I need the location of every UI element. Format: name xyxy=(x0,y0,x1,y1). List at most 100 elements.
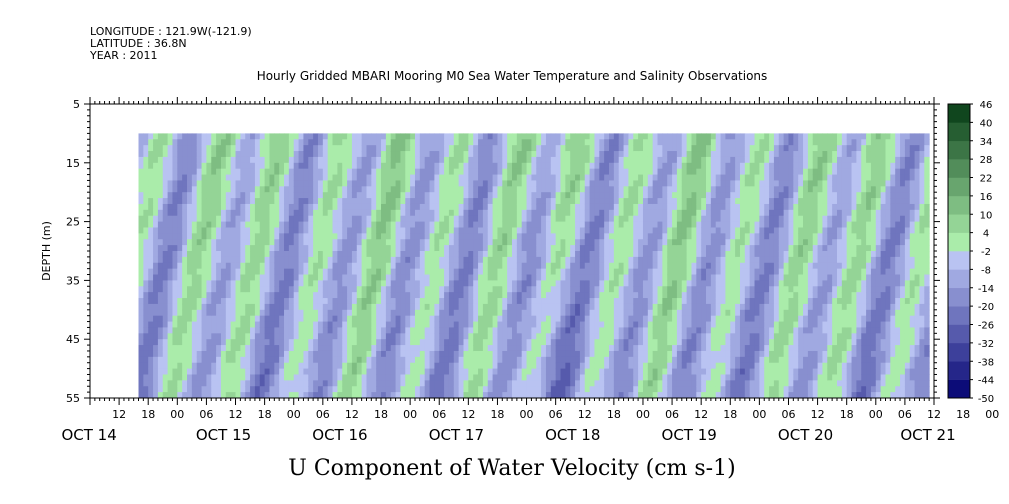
heatmap-cell xyxy=(405,333,411,340)
heatmap-cell xyxy=(216,292,222,299)
heatmap-cell xyxy=(235,303,241,311)
heatmap-cell xyxy=(177,186,183,193)
heatmap-cell xyxy=(628,221,634,228)
heatmap-cell xyxy=(657,139,663,146)
heatmap-cell xyxy=(647,186,654,193)
heatmap-cell xyxy=(395,298,401,305)
heatmap-cell xyxy=(342,356,348,364)
heatmap-cell xyxy=(327,274,334,281)
heatmap-cell xyxy=(419,215,426,223)
heatmap-cell xyxy=(633,239,639,246)
heatmap-cell xyxy=(274,209,280,217)
heatmap-cell xyxy=(570,380,576,387)
heatmap-cell xyxy=(487,233,494,240)
heatmap-cell xyxy=(337,139,343,146)
heatmap-cell xyxy=(148,350,154,358)
heatmap-cell xyxy=(405,174,411,181)
heatmap-cell xyxy=(473,392,479,399)
heatmap-cell xyxy=(536,245,542,252)
heatmap-cell xyxy=(594,203,600,211)
heatmap-cell xyxy=(623,274,629,281)
heatmap-cell xyxy=(638,268,644,276)
heatmap-cell xyxy=(521,292,528,299)
heatmap-cell xyxy=(206,192,212,199)
heatmap-cell xyxy=(361,268,367,276)
heatmap-cell xyxy=(482,368,489,375)
heatmap-cell xyxy=(555,156,562,164)
heatmap-cell xyxy=(264,256,270,264)
heatmap-cell xyxy=(575,221,581,228)
heatmap-cell xyxy=(138,239,144,246)
heatmap-cell xyxy=(187,227,193,234)
heatmap-cell xyxy=(492,215,498,223)
heatmap-cell xyxy=(439,151,445,158)
heatmap-cell xyxy=(667,245,673,252)
heatmap-cell xyxy=(366,192,372,199)
heatmap-cell xyxy=(473,209,479,217)
heatmap-cell xyxy=(148,321,154,328)
heatmap-cell xyxy=(385,221,392,228)
heatmap-cell xyxy=(579,386,586,393)
heatmap-cell xyxy=(526,245,532,252)
heatmap-cell xyxy=(381,180,387,187)
heatmap-cell xyxy=(560,356,566,364)
heatmap-cell xyxy=(206,209,212,217)
heatmap-cell xyxy=(216,233,222,240)
heatmap-cell xyxy=(419,356,426,364)
heatmap-cell xyxy=(502,274,508,281)
heatmap-cell xyxy=(657,203,663,211)
heatmap-cell xyxy=(444,174,450,181)
heatmap-cell xyxy=(172,233,178,240)
heatmap-cell xyxy=(492,292,498,299)
heatmap-cell xyxy=(623,321,629,328)
heatmap-cell xyxy=(439,333,445,340)
heatmap-cell xyxy=(424,368,431,375)
heatmap-cell xyxy=(633,192,639,199)
heatmap-cell xyxy=(609,298,615,305)
heatmap-cell xyxy=(298,303,304,311)
heatmap-cell xyxy=(211,280,217,287)
heatmap-cell xyxy=(633,339,639,346)
heatmap-cell xyxy=(376,280,382,287)
heatmap-cell xyxy=(570,233,576,240)
heatmap-cell xyxy=(162,227,169,234)
heatmap-cell xyxy=(541,298,547,305)
heatmap-cell xyxy=(579,156,586,164)
heatmap-cell xyxy=(414,350,421,358)
heatmap-cell xyxy=(570,221,576,228)
heatmap-cell xyxy=(298,139,304,146)
heatmap-cell xyxy=(492,303,498,311)
heatmap-cell xyxy=(662,180,668,187)
heatmap-cell xyxy=(153,303,159,311)
heatmap-cell xyxy=(405,292,411,299)
heatmap-cell xyxy=(288,186,295,193)
heatmap-cell xyxy=(288,362,295,370)
heatmap-cell xyxy=(507,356,513,364)
heatmap-cell xyxy=(468,180,474,187)
heatmap-cell xyxy=(628,256,634,264)
heatmap-cell xyxy=(599,327,605,334)
heatmap-cell xyxy=(575,280,581,287)
heatmap-cell xyxy=(313,333,319,340)
heatmap-cell xyxy=(269,368,275,375)
heatmap-cell xyxy=(657,239,663,246)
heatmap-cell xyxy=(497,151,503,158)
heatmap-cell xyxy=(201,345,207,352)
heatmap-cell xyxy=(609,186,615,193)
heatmap-cell xyxy=(565,327,571,334)
heatmap-cell xyxy=(439,180,445,187)
heatmap-cell xyxy=(274,162,280,170)
heatmap-cell xyxy=(584,274,591,281)
heatmap-cell xyxy=(613,133,620,140)
heatmap-cell xyxy=(667,274,673,281)
heatmap-cell xyxy=(609,280,615,287)
heatmap-cell xyxy=(225,156,232,164)
heatmap-cell xyxy=(550,298,557,305)
heatmap-cell xyxy=(642,198,649,205)
heatmap-cell xyxy=(201,327,207,334)
heatmap-cell xyxy=(545,268,552,276)
heatmap-cell xyxy=(448,186,455,193)
heatmap-cell xyxy=(560,345,566,352)
heatmap-cell xyxy=(507,274,513,281)
heatmap-cell xyxy=(424,203,431,211)
